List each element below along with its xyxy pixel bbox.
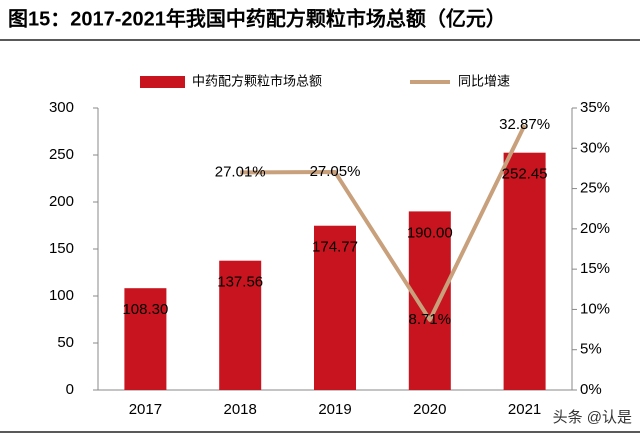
y-tick-label: 300 bbox=[49, 99, 74, 116]
y2-tick-label: 30% bbox=[580, 139, 610, 156]
y2-tick-label: 35% bbox=[580, 99, 610, 116]
y2-tick-label: 15% bbox=[580, 260, 610, 277]
line bbox=[240, 124, 527, 322]
x-tick-label: 2019 bbox=[318, 401, 351, 418]
watermark: 头条 @认是 bbox=[553, 409, 632, 426]
data-label: 137.56 bbox=[217, 274, 263, 291]
y2-tick-label: 5% bbox=[580, 341, 602, 358]
y-tick-label: 250 bbox=[49, 146, 74, 163]
y-tick-label: 0 bbox=[66, 381, 74, 398]
x-tick-label: 2018 bbox=[224, 401, 257, 418]
chart-title: 图15：2017-2021年我国中药配方颗粒市场总额（亿元） bbox=[8, 6, 506, 30]
legend-label: 同比增速 bbox=[458, 73, 510, 88]
data-label: 32.87% bbox=[499, 116, 550, 133]
bar bbox=[503, 152, 546, 390]
y2-tick-label: 10% bbox=[580, 300, 610, 317]
bar bbox=[124, 288, 167, 390]
data-label: 108.30 bbox=[122, 301, 168, 318]
bar bbox=[314, 225, 356, 390]
legend-label: 中药配方颗粒市场总额 bbox=[192, 73, 322, 88]
y2-tick-label: 25% bbox=[580, 180, 610, 197]
data-label: 174.77 bbox=[312, 239, 358, 256]
legend-swatch bbox=[140, 76, 185, 88]
data-label: 27.01% bbox=[215, 163, 266, 180]
data-label: 252.45 bbox=[502, 166, 548, 183]
y-tick-label: 50 bbox=[57, 334, 74, 351]
x-tick-label: 2021 bbox=[508, 401, 541, 418]
data-label: 190.00 bbox=[407, 224, 453, 241]
y2-tick-label: 20% bbox=[580, 220, 610, 237]
data-label: 8.71% bbox=[409, 311, 452, 328]
x-tick-label: 2020 bbox=[413, 401, 446, 418]
x-tick-label: 2017 bbox=[129, 401, 162, 418]
bar bbox=[219, 260, 262, 390]
y2-tick-label: 0% bbox=[580, 381, 602, 398]
y-tick-label: 100 bbox=[49, 287, 74, 304]
y-tick-label: 150 bbox=[49, 240, 74, 257]
data-label: 27.05% bbox=[310, 163, 361, 180]
y-tick-label: 200 bbox=[49, 193, 74, 210]
